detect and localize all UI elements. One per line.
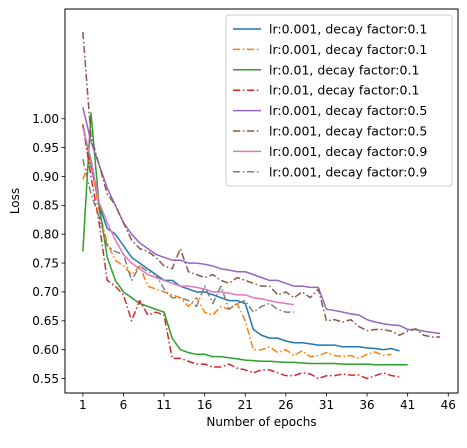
- legend-label-5: lr:0.001, decay factor:0.5: [269, 103, 427, 118]
- legend-label-6: lr:0.001, decay factor:0.5: [269, 124, 427, 139]
- y-tick-label: 0.75: [32, 256, 59, 270]
- x-tick-label: 36: [359, 398, 374, 412]
- plot-frame: [64, 8, 459, 394]
- x-tick-label: 11: [156, 398, 171, 412]
- y-tick-label: 0.65: [32, 314, 59, 328]
- x-tick-label: 46: [441, 398, 456, 412]
- x-tick-label: 6: [120, 398, 128, 412]
- x-axis: 1 6 11 16 21 26 31 36 41 46: [79, 393, 456, 412]
- y-tick-label: 0.85: [32, 199, 59, 213]
- series-line-5: [82, 106, 441, 335]
- x-tick-label: 21: [238, 398, 253, 412]
- y-tick-label: 0.90: [32, 170, 59, 184]
- series-line-2: [82, 158, 392, 360]
- y-axis-label: Loss: [8, 188, 22, 214]
- x-tick-label: 31: [319, 398, 334, 412]
- series-line-4: [82, 124, 400, 380]
- legend-label-1: lr:0.001, decay factor:0.1: [269, 22, 427, 37]
- series-line-8: [82, 158, 294, 313]
- legend-label-4: lr:0.01, decay factor:0.1: [269, 83, 419, 98]
- x-tick-label: 1: [79, 398, 87, 412]
- y-tick-label: 0.95: [32, 141, 59, 155]
- y-tick-label: 0.60: [32, 343, 59, 357]
- x-tick-label: 16: [197, 398, 212, 412]
- legend-label-7: lr:0.001, decay factor:0.9: [269, 144, 427, 159]
- x-tick-label: 26: [278, 398, 293, 412]
- legend-label-3: lr:0.01, decay factor:0.1: [269, 62, 419, 77]
- series-line-6: [82, 32, 441, 338]
- x-tick-label: 41: [400, 398, 415, 412]
- legend-box: [225, 14, 453, 187]
- y-tick-label: 1.00: [32, 112, 59, 126]
- series-line-7: [82, 127, 295, 306]
- series-layer: [82, 32, 441, 380]
- legend-label-8: lr:0.001, decay factor:0.9: [269, 164, 427, 179]
- x-axis-label: Number of epochs: [206, 415, 316, 429]
- series-line-3: [82, 112, 408, 366]
- y-tick-label: 0.55: [32, 372, 59, 386]
- y-axis: 0.55 0.60 0.65 0.70 0.75 0.80 0.85 0.90 0.95 1.00: [32, 112, 65, 386]
- y-tick-label: 0.80: [32, 228, 59, 242]
- y-tick-label: 0.70: [32, 285, 59, 299]
- legend: lr:0.001, decay factor:0.1 lr:0.001, deca…: [225, 14, 453, 187]
- legend-label-2: lr:0.001, decay factor:0.1: [269, 42, 427, 57]
